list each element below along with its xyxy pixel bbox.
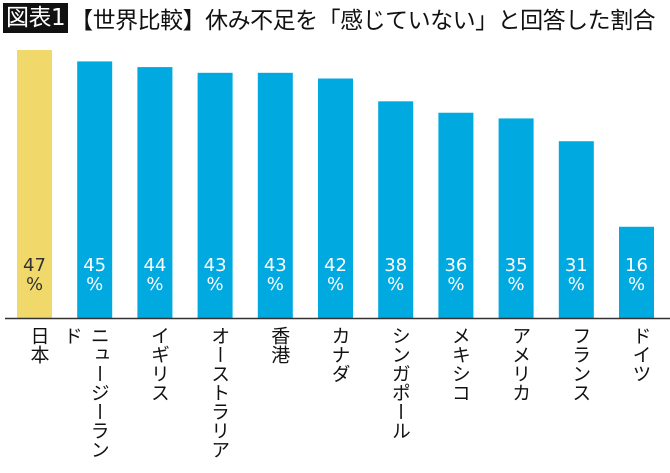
data-label: % bbox=[568, 274, 585, 295]
data-label: 38 bbox=[384, 255, 407, 276]
data-label: 43 bbox=[264, 255, 287, 276]
bar bbox=[17, 50, 52, 318]
data-label: % bbox=[146, 274, 163, 295]
bar bbox=[137, 67, 173, 318]
data-label: 44 bbox=[143, 255, 166, 276]
x-tick-label: フランス bbox=[569, 326, 592, 402]
x-tick-label: オーストラリア bbox=[208, 326, 231, 459]
data-label: 35 bbox=[505, 255, 528, 276]
data-label: % bbox=[447, 274, 464, 295]
data-label: % bbox=[267, 274, 284, 295]
bar bbox=[318, 78, 353, 318]
data-label: 16 bbox=[625, 255, 648, 276]
data-label: 45 bbox=[83, 255, 106, 276]
data-label: % bbox=[207, 274, 224, 295]
data-label: % bbox=[26, 274, 43, 295]
data-label: 47 bbox=[23, 255, 46, 276]
bar bbox=[438, 112, 474, 318]
data-label: % bbox=[327, 274, 344, 295]
bar bbox=[197, 72, 233, 319]
data-label: % bbox=[387, 274, 404, 295]
chart-title: 図表1 【世界比較】休み不足を「感じていない」と回答した割合 bbox=[3, 2, 656, 34]
bar bbox=[257, 72, 293, 319]
x-tick-label: イギリス bbox=[147, 326, 170, 402]
figure-badge: 図表1 bbox=[3, 3, 69, 33]
bar bbox=[498, 118, 534, 318]
bar bbox=[378, 101, 414, 318]
x-tick-label: シンガポール bbox=[388, 326, 411, 440]
x-tick-label: 香港 bbox=[268, 326, 291, 364]
x-tick-label: 日本 bbox=[27, 326, 50, 364]
x-tick-label: ドイツ bbox=[629, 326, 652, 383]
x-tick-label: アメリカ bbox=[509, 326, 532, 402]
data-label: % bbox=[628, 274, 645, 295]
title-text: 【世界比較】休み不足を「感じていない」と回答した割合 bbox=[70, 8, 656, 34]
bar bbox=[619, 226, 654, 318]
bar bbox=[558, 141, 594, 318]
bar bbox=[77, 61, 113, 318]
data-label: 43 bbox=[204, 255, 227, 276]
x-tick-label: ニュージーランド bbox=[60, 326, 110, 459]
x-tick-label: メキシコ bbox=[448, 326, 471, 402]
data-label: % bbox=[86, 274, 103, 295]
data-label: 42 bbox=[324, 255, 347, 276]
data-label: 31 bbox=[565, 255, 588, 276]
data-label: 36 bbox=[444, 255, 467, 276]
data-label: % bbox=[508, 274, 525, 295]
x-tick-label: カナダ bbox=[328, 326, 351, 383]
